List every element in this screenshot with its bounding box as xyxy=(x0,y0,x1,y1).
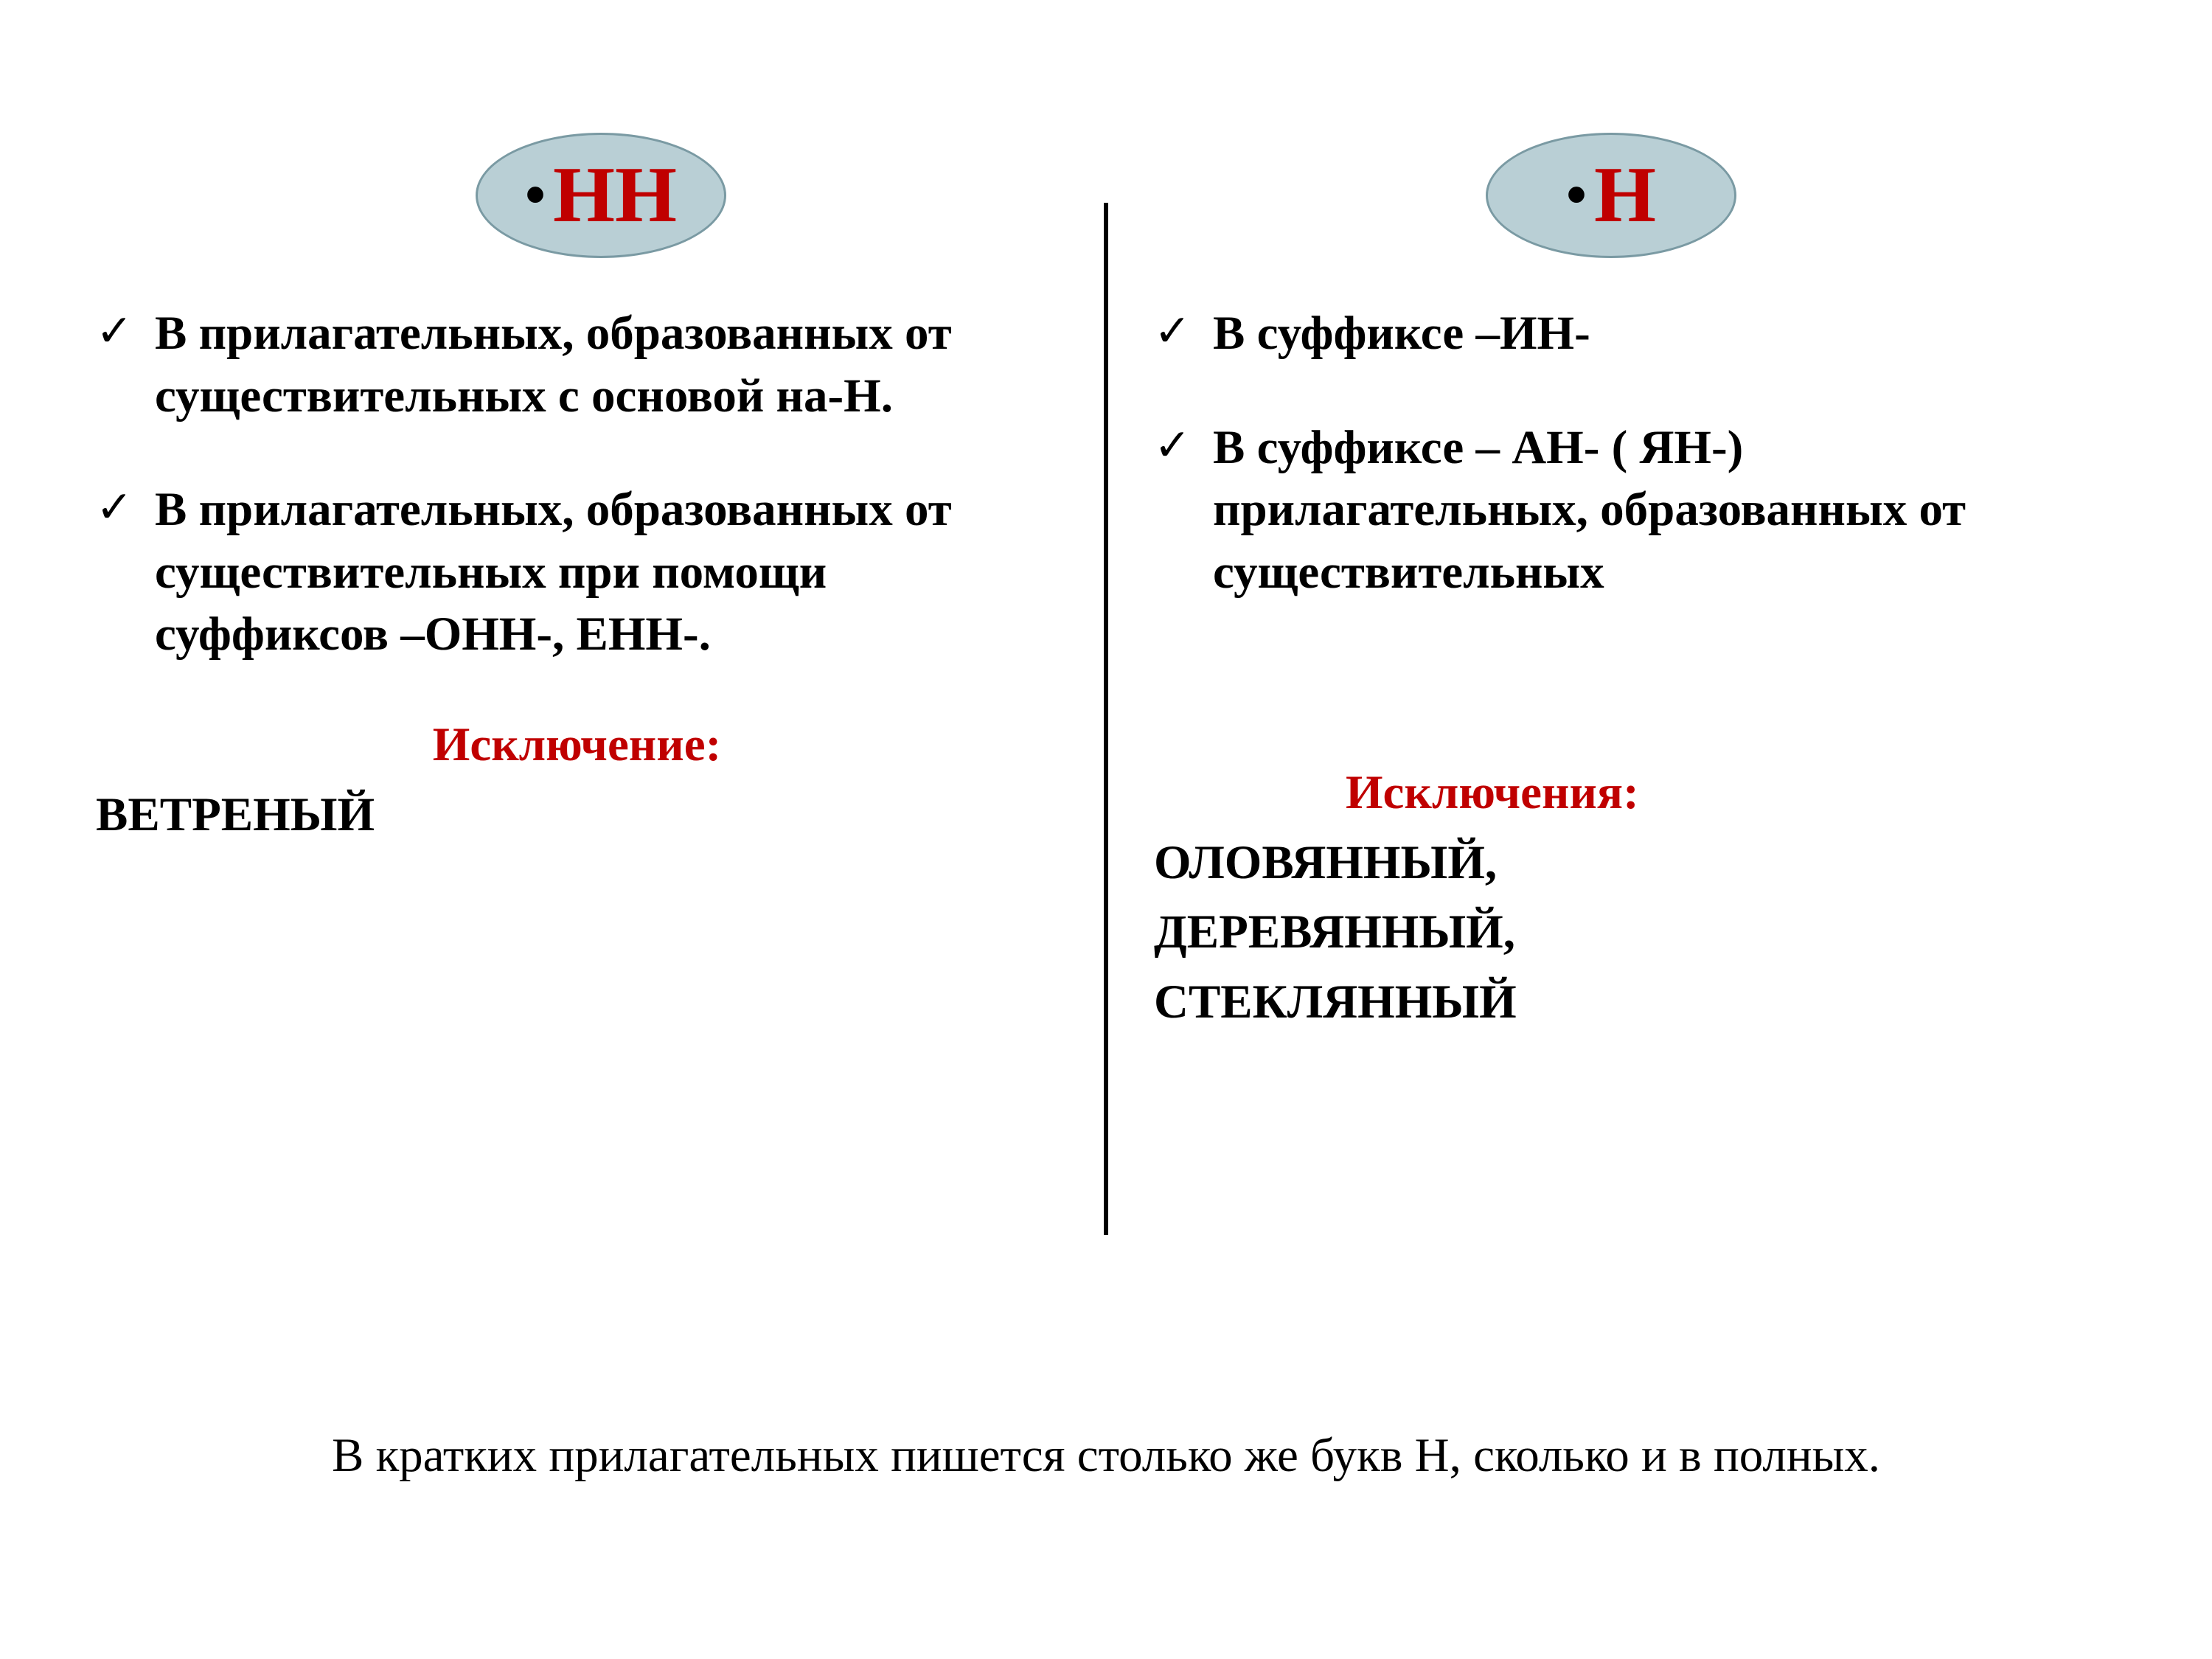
exception-heading-right: Исключения: xyxy=(1154,765,2116,821)
spacer xyxy=(1154,655,2116,758)
bullet-dot-icon: • xyxy=(1566,166,1587,225)
left-content: В прилагательных, образованных от сущест… xyxy=(96,302,1106,849)
right-bullet-list: В суффиксе –ИН- В суффиксе – АН- ( ЯН-) … xyxy=(1154,302,2116,603)
title-ellipse-left: • НН xyxy=(476,133,726,258)
exception-words-left: ВЕТРЕНЫЙ xyxy=(96,780,1058,849)
left-column: • НН В прилагательных, образованных от с… xyxy=(96,133,1106,1037)
title-label-left: НН xyxy=(553,156,677,235)
right-column: • Н В суффиксе –ИН- В суффиксе – АН- ( Я… xyxy=(1106,133,2116,1037)
list-item: В суффиксе –ИН- xyxy=(1154,302,2116,365)
bullet-dot-icon: • xyxy=(525,166,546,225)
title-label-right: Н xyxy=(1594,156,1656,235)
left-bullet-list: В прилагательных, образованных от сущест… xyxy=(96,302,1058,666)
columns-container: • НН В прилагательных, образованных от с… xyxy=(96,133,2116,1037)
exception-words-right: ОЛОВЯННЫЙ, ДЕРЕВЯННЫЙ, СТЕКЛЯННЫЙ xyxy=(1154,828,2116,1037)
list-item: В прилагательных, образованных от сущест… xyxy=(96,479,1058,666)
title-ellipse-inner-right: • Н xyxy=(1566,156,1656,235)
slide: • НН В прилагательных, образованных от с… xyxy=(0,0,2212,1659)
list-item: В прилагательных, образованных от сущест… xyxy=(96,302,1058,427)
list-item: В суффиксе – АН- ( ЯН-) прилагательных, … xyxy=(1154,417,2116,604)
title-ellipse-right: • Н xyxy=(1486,133,1736,258)
exception-heading-left: Исключение: xyxy=(96,717,1058,773)
footer-note: В кратких прилагательных пишется столько… xyxy=(0,1422,2212,1489)
title-ellipse-inner-left: • НН xyxy=(525,156,677,235)
right-content: В суффиксе –ИН- В суффиксе – АН- ( ЯН-) … xyxy=(1106,302,2116,1037)
